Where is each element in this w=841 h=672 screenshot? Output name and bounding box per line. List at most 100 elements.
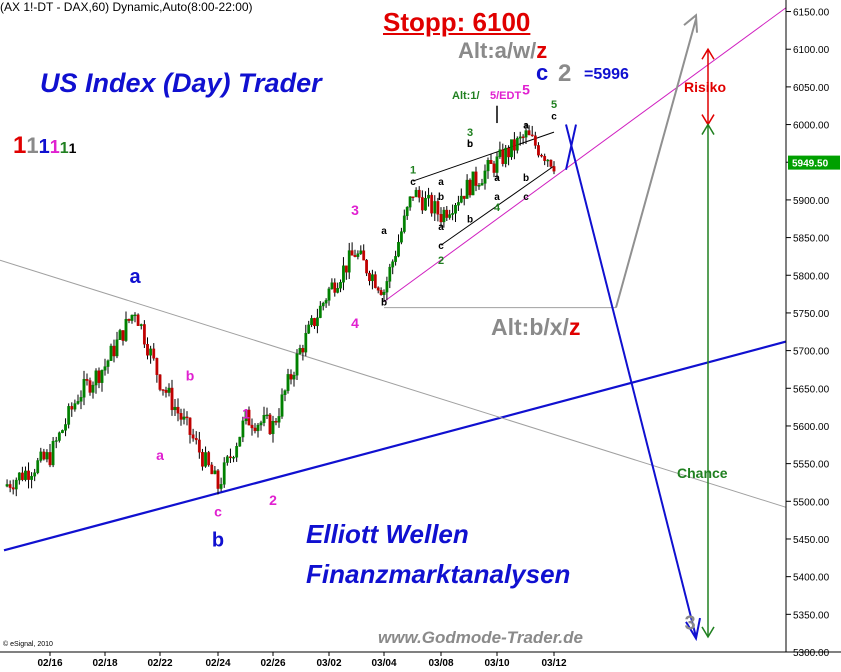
candle-body — [36, 460, 40, 473]
alt-bullish-arrowhead — [683, 13, 698, 33]
candle-body — [324, 300, 328, 304]
candle-body — [373, 274, 377, 288]
candle-body — [382, 291, 386, 295]
candle-body — [161, 389, 165, 391]
candle-body — [362, 250, 366, 261]
candle-body — [256, 424, 260, 432]
legend-degree-3: 1 — [38, 136, 50, 158]
candle-body — [210, 464, 214, 475]
candle-body — [204, 452, 207, 467]
candle-body — [179, 413, 183, 420]
wedge-upper-line — [412, 131, 555, 182]
candle-body — [546, 159, 550, 162]
candle-body — [30, 475, 33, 480]
legend-degree-1: 1 — [13, 132, 27, 159]
candle-body — [57, 432, 61, 441]
candle-body — [543, 155, 547, 161]
y-tick-label: 5500.00 — [793, 497, 830, 508]
candle-body — [316, 317, 319, 327]
candle-body — [344, 265, 348, 273]
edt-label-2: 5/EDT — [490, 90, 522, 102]
candle-body — [408, 196, 412, 208]
candle-body — [495, 156, 499, 173]
candle-body — [507, 147, 510, 158]
candle-body — [347, 250, 351, 273]
wave-label: 4 — [351, 315, 359, 331]
candle-body — [185, 416, 189, 419]
wave-label: a — [156, 447, 164, 463]
wedge-lower-line — [440, 165, 555, 246]
candle-body — [45, 452, 49, 460]
candle-body — [318, 305, 322, 318]
candle-body — [176, 406, 180, 414]
candle-body — [304, 332, 308, 353]
candle-body — [486, 160, 490, 172]
y-tick-label: 5850.00 — [793, 234, 830, 245]
candle-body — [465, 179, 469, 199]
candle-body — [133, 314, 137, 317]
candle-body — [64, 424, 67, 431]
candle-body — [289, 374, 293, 380]
wave-label: 3 — [684, 612, 695, 634]
candle-body — [513, 139, 516, 151]
candle-body — [219, 484, 223, 489]
candle-body — [48, 452, 52, 466]
degree-2-label: 2 — [558, 60, 572, 87]
y-tick-label: 5300.00 — [793, 648, 830, 659]
candle-body — [468, 179, 472, 196]
candle-body — [394, 256, 397, 262]
wave-label: 3 — [351, 202, 359, 218]
candlesticks — [5, 123, 556, 497]
alt-count-mid: Alt:b/x/z — [491, 314, 580, 341]
wave-label: b — [381, 297, 387, 308]
x-tick-label: 03/12 — [541, 658, 566, 669]
wave-label: b — [186, 368, 195, 384]
candle-body — [106, 360, 110, 367]
y-tick-label: 5400.00 — [793, 573, 830, 584]
lower-blue-trendline — [3, 340, 787, 552]
x-tick-label: 02/22 — [147, 658, 172, 669]
candle-body — [321, 302, 325, 307]
candle-body — [229, 456, 232, 459]
candle-body — [552, 166, 556, 172]
candle-body — [365, 259, 368, 274]
candle-body — [359, 250, 363, 254]
y-tick-label: 5600.00 — [793, 422, 830, 433]
candle-body — [268, 414, 272, 435]
candle-body — [247, 409, 251, 426]
final-up-leg — [565, 124, 577, 170]
wave-label: c — [410, 177, 416, 188]
wave-label: a — [438, 222, 444, 233]
wave-label: b — [212, 530, 224, 552]
candle-body — [510, 139, 513, 158]
candle-body — [222, 462, 226, 485]
wave-label: 5 — [522, 81, 530, 97]
wave-label: 4 — [494, 202, 501, 214]
candle-body — [504, 147, 508, 165]
target-value: =5996 — [584, 66, 629, 83]
wave-label: a — [494, 173, 500, 184]
candle-body — [42, 451, 46, 460]
y-tick-label: 5650.00 — [793, 384, 830, 395]
candle-body — [307, 324, 311, 334]
candle-body — [427, 194, 430, 199]
x-tick-label: 02/26 — [260, 658, 285, 669]
candle-body — [216, 470, 220, 489]
candle-body — [33, 472, 37, 477]
candle-body — [391, 261, 395, 268]
wave-label: b — [438, 192, 444, 203]
y-tick-label: 6050.00 — [793, 83, 830, 94]
candle-body — [173, 406, 177, 411]
candle-body — [442, 209, 446, 223]
watermark: www.Godmode-Trader.de — [378, 628, 583, 647]
candle-body — [76, 401, 80, 404]
bearish-arrowhead — [685, 617, 701, 642]
candle-body — [420, 197, 424, 211]
magenta-channel-line — [383, 7, 787, 303]
candle-body — [451, 213, 454, 215]
candle-body — [277, 416, 281, 423]
candle-body — [130, 314, 134, 321]
candle-body — [286, 374, 290, 391]
candle-body — [371, 274, 374, 282]
candle-body — [112, 345, 116, 357]
